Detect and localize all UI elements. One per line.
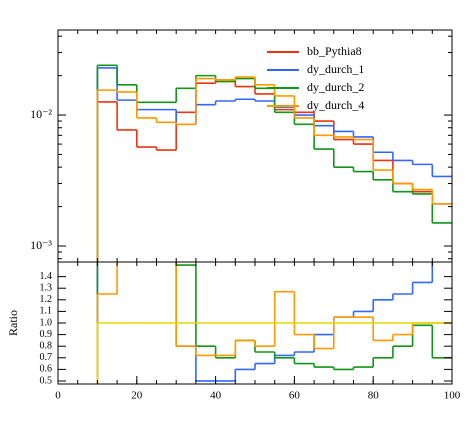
y-tick-label: 0.6: [40, 364, 53, 375]
plot-frame: [57, 261, 453, 385]
x-tick-label: 100: [444, 390, 461, 402]
y-tick-label: 0.8: [40, 340, 53, 351]
y-tick-label: 10⁻³: [30, 238, 52, 252]
y-tick-label: 0.7: [40, 352, 53, 363]
y-tick-label: 10⁻²: [30, 107, 52, 121]
y-tick-label: 0.9: [40, 329, 53, 340]
legend-label: dy_durch_2: [307, 80, 364, 94]
x-tick-label: 60: [289, 390, 301, 402]
y-tick-label: 1.4: [40, 271, 53, 282]
y-tick-label: 0.5: [40, 375, 53, 386]
legend-label: dy_durch_4: [307, 98, 364, 112]
y-tick-label: 1.3: [40, 283, 53, 294]
x-tick-label: 80: [368, 390, 380, 402]
y-tick-label: 1.0: [40, 317, 53, 328]
x-tick-label: 0: [55, 390, 61, 402]
plot-area: [96, 262, 452, 384]
y-axis-label: Ratio: [6, 310, 20, 336]
x-tick-label: 40: [210, 390, 222, 402]
plot-area: [96, 64, 452, 262]
y-tick-label: 1.1: [40, 306, 53, 317]
y-tick-label: 1.2: [40, 294, 53, 305]
x-tick-label: 20: [131, 390, 143, 402]
legend-label: bb_Pythia8: [307, 44, 362, 58]
legend-label: dy_durch_1: [307, 62, 364, 76]
